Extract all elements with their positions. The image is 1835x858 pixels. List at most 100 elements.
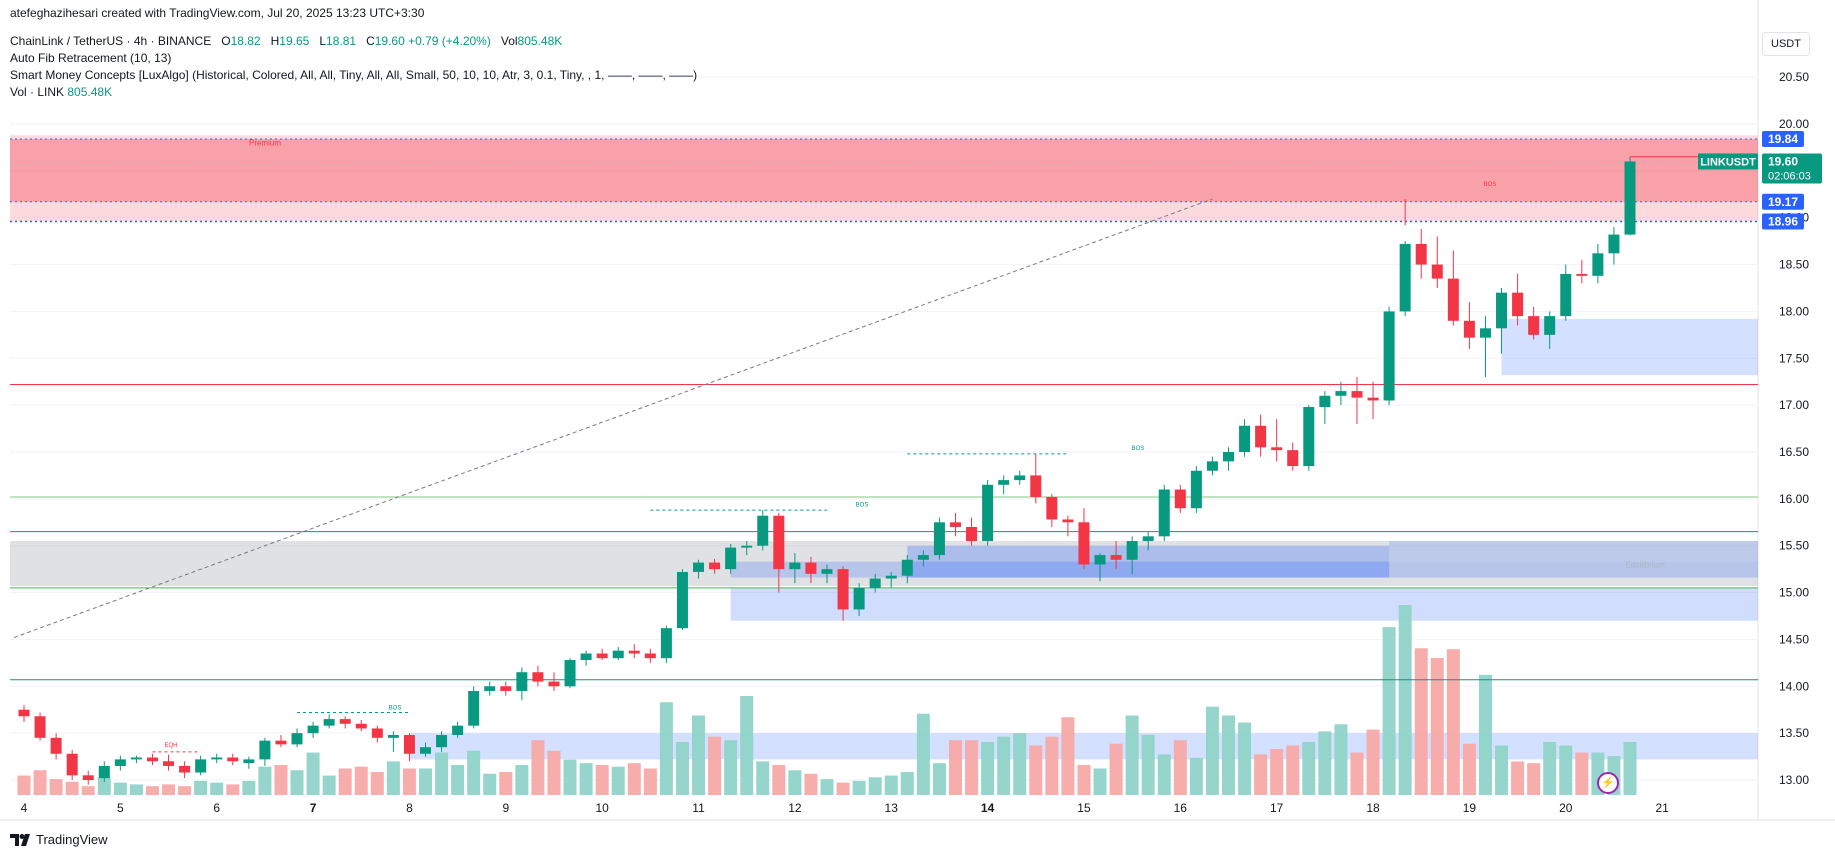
lightning-icon[interactable]: ⚡ xyxy=(1597,772,1619,794)
candle-body xyxy=(468,690,480,726)
currency-selector[interactable]: USDT xyxy=(1762,32,1810,56)
volume-bar xyxy=(1318,731,1332,795)
volume-bar xyxy=(17,775,31,795)
indicator-smc[interactable]: Smart Money Concepts [LuxAlgo] (Historic… xyxy=(10,68,698,82)
price-axis[interactable]: 20.5020.0019.5019.0018.5018.0017.5017.00… xyxy=(1698,70,1822,787)
price-tick-label: 20.00 xyxy=(1779,117,1809,131)
volume-bar xyxy=(402,768,416,795)
candle-body xyxy=(18,709,30,717)
candle-body xyxy=(1303,407,1315,467)
premium-zone xyxy=(10,135,1758,222)
time-tick-label: 8 xyxy=(406,801,413,815)
indicator-fib[interactable]: Auto Fib Retracement (10, 13) xyxy=(10,51,172,65)
time-tick-label: 18 xyxy=(1366,801,1380,815)
candle-body xyxy=(1447,278,1459,321)
time-tick-label: 20 xyxy=(1559,801,1573,815)
volume-bar xyxy=(242,780,256,795)
candle-body xyxy=(82,775,94,780)
candle-body xyxy=(660,628,672,659)
candle-body xyxy=(998,480,1010,485)
volume-bar xyxy=(579,763,593,795)
volume-bar xyxy=(1559,745,1573,795)
volume-bar xyxy=(1495,745,1509,795)
candle-body xyxy=(1094,555,1106,565)
candle-body xyxy=(1463,320,1475,338)
candle-body xyxy=(259,740,271,760)
candle-body xyxy=(98,765,110,779)
candle-body xyxy=(1624,161,1636,235)
volume-bar xyxy=(981,741,995,795)
candle-body xyxy=(130,757,142,760)
time-tick-label: 13 xyxy=(885,801,899,815)
volume-bars xyxy=(17,605,1637,795)
candle-body xyxy=(211,757,223,760)
bos-label-top: BOS xyxy=(1484,182,1497,188)
candle-body xyxy=(966,526,978,542)
volume-bar xyxy=(322,775,336,795)
volume-bar xyxy=(97,777,111,795)
price-tick-label: 17.50 xyxy=(1779,351,1809,365)
candle-body xyxy=(1512,292,1524,317)
ohlc-volume: Vol805.48K xyxy=(500,34,563,48)
candle-body xyxy=(1174,489,1186,509)
volume-bar xyxy=(1527,763,1541,795)
time-tick-label: 11 xyxy=(692,801,705,815)
volume-bar xyxy=(210,782,224,795)
tradingview-logo-icon xyxy=(10,833,30,846)
price-level-badge xyxy=(1762,213,1804,230)
candle-body xyxy=(1544,316,1556,335)
volume-bar xyxy=(467,750,481,795)
volume-bar xyxy=(113,782,127,795)
volume-bar xyxy=(900,772,914,795)
ohlc-low: L18.81 xyxy=(319,34,357,48)
volume-bar xyxy=(129,784,143,795)
volume-bar xyxy=(145,786,159,795)
tradingview-logo[interactable]: TradingView xyxy=(10,832,108,847)
candle-body xyxy=(1319,395,1331,408)
volume-bar xyxy=(692,715,706,795)
volume-bar xyxy=(1334,724,1348,795)
time-tick-label: 6 xyxy=(213,801,220,815)
candle-body xyxy=(1576,273,1588,276)
candle-body xyxy=(1142,536,1154,542)
candle-body xyxy=(291,733,303,745)
volume-bar xyxy=(1286,745,1300,795)
ohlc-high: H19.65 xyxy=(270,34,310,48)
volume-bar xyxy=(611,766,625,795)
symbol-legend[interactable]: ChainLink / TetherUS · 4h · BINANCE O18.… xyxy=(10,34,562,48)
volume-bar xyxy=(852,780,866,795)
indicator-volume[interactable]: Vol · LINK 805.48K xyxy=(10,85,113,99)
candle-body xyxy=(693,562,705,572)
candle-body xyxy=(452,725,464,736)
candle-body xyxy=(339,719,351,724)
candle-body xyxy=(50,737,62,754)
discount-zone xyxy=(730,561,1758,578)
time-axis[interactable]: 4 5 6 7 8 9 10 11 12 13 14 15 16 17 18 19 20 21 xyxy=(21,801,1669,815)
candle-body xyxy=(1062,519,1074,523)
volume-bar xyxy=(65,781,79,795)
candle-body xyxy=(885,575,897,579)
candle-body xyxy=(1383,311,1395,401)
candle-body xyxy=(933,522,945,556)
candle-body xyxy=(1608,234,1620,254)
time-tick-label: 14 xyxy=(981,801,995,815)
price-tick-label: 18.00 xyxy=(1779,304,1809,318)
countdown-label: 02:06:03 xyxy=(1768,170,1811,182)
candle-body xyxy=(837,569,849,610)
candle-body xyxy=(596,653,608,659)
candle-body xyxy=(1479,328,1491,338)
candle-body xyxy=(307,725,319,734)
volume-bar xyxy=(1238,722,1252,795)
volume-bar xyxy=(354,766,368,795)
candle-body xyxy=(1367,397,1379,401)
price-level-label: 19.17 xyxy=(1768,195,1798,209)
order-block-2 xyxy=(907,545,1390,578)
price-tick-label: 13.50 xyxy=(1779,726,1809,740)
volume-bar xyxy=(1366,729,1380,795)
candle-body xyxy=(676,571,688,629)
volume-bar xyxy=(1446,649,1460,795)
volume-bar xyxy=(1302,741,1316,795)
volume-bar xyxy=(1270,749,1284,795)
volume-bar xyxy=(1093,768,1107,795)
